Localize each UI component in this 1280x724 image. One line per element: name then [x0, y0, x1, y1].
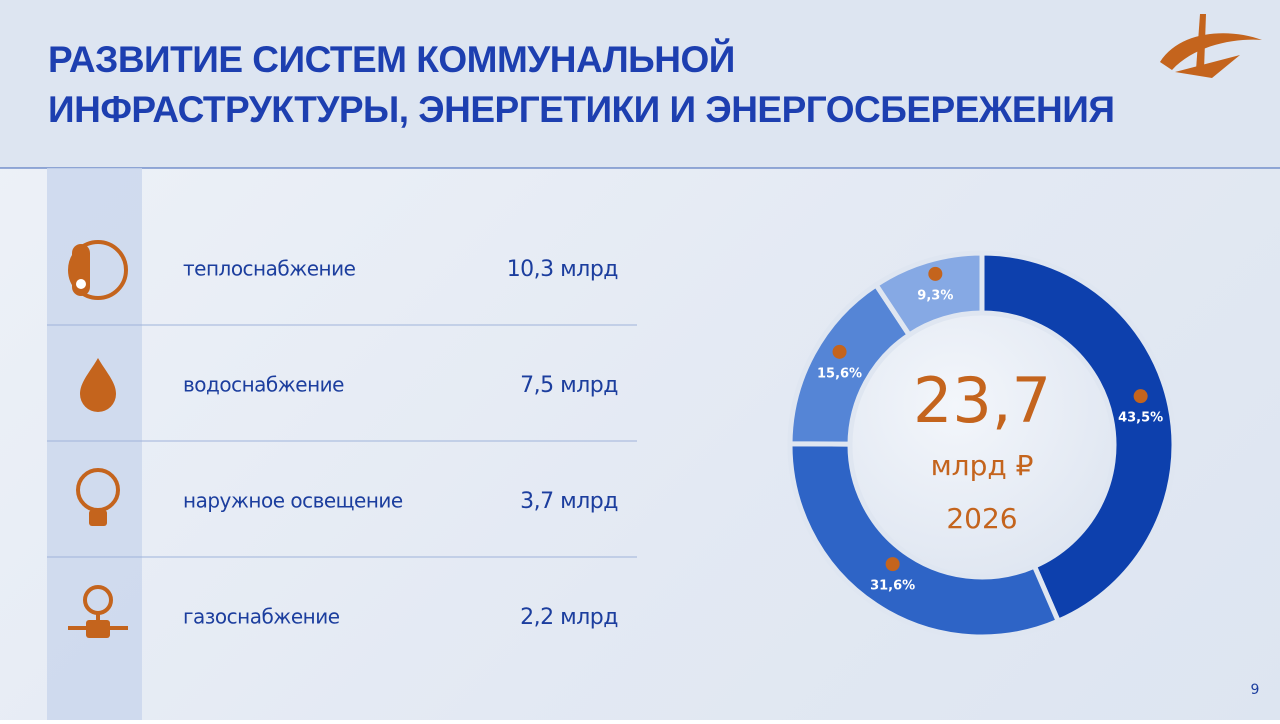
title-line: ИНФРАСТРУКТУРЫ, ЭНЕРГЕТИКИ И ЭНЕРГОСБЕРЕ…: [48, 89, 1114, 130]
donut: 43,5% 31,6% 15,6% 9,3% 23,7 млрд ₽ 2026: [787, 250, 1177, 640]
item-amount: 2,2 млрд: [520, 605, 618, 630]
value-label: 15,6%: [817, 366, 862, 381]
item-amount: 7,5 млрд: [520, 373, 618, 398]
center-value: 23,7: [913, 364, 1051, 437]
segment-icon: [885, 557, 900, 572]
item-label: теплоснабжение: [183, 257, 356, 281]
value-label: 31,6%: [870, 579, 915, 594]
segment-icon: [832, 344, 847, 359]
icon-bulb: [76, 468, 120, 526]
center-unit: млрд ₽: [931, 449, 1034, 482]
donut-segment: [872, 250, 985, 339]
donut-segment: [787, 441, 1062, 640]
logo: [1160, 14, 1262, 78]
divider-lines: [47, 324, 637, 558]
title-line: РАЗВИТИЕ СИСТЕМ КОММУНАЛЬНОЙ: [48, 38, 735, 80]
center-year: 2026: [946, 502, 1017, 535]
value-label: 43,5%: [1118, 411, 1163, 426]
page-number: 9: [1251, 682, 1260, 698]
item-amount: 10,3 млрд: [507, 257, 619, 282]
segment-icon: [928, 266, 943, 281]
donut-center: [850, 313, 1114, 577]
item-label: наружное освещение: [183, 489, 403, 513]
donut-segment: [979, 250, 1177, 625]
item-rows: теплоснабжение 10,3 млрд водоснабжение 7,5 …: [183, 257, 619, 631]
icon-drop: [80, 358, 116, 412]
header-band: [0, 0, 1280, 168]
item-label: газоснабжение: [183, 605, 340, 629]
value-label: 9,3%: [917, 288, 953, 303]
icon-heat: [68, 240, 128, 300]
item-amount: 3,7 млрд: [520, 489, 618, 514]
item-label: водоснабжение: [183, 373, 344, 397]
icon-gas: [68, 585, 128, 638]
segment-icon: [1133, 389, 1148, 404]
